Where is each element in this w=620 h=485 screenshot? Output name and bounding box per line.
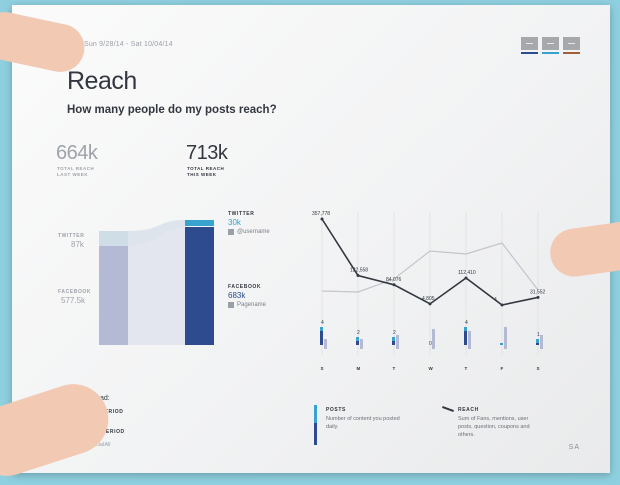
facebook-avatar-icon bbox=[228, 302, 234, 308]
reach-point-2 bbox=[392, 283, 396, 287]
reach-point-0 bbox=[320, 217, 324, 221]
posts-value-label-3: 0 bbox=[429, 341, 432, 347]
posts-bar-top-6 bbox=[536, 339, 539, 343]
reach-point-6 bbox=[536, 295, 540, 299]
page-title: Reach bbox=[67, 67, 137, 95]
facebook-last-value: 577.5k bbox=[61, 296, 86, 305]
reach-value-label-0: 357,778 bbox=[312, 211, 330, 217]
posts-value-label-2: 2 bbox=[393, 330, 396, 336]
reach-value-label-3: 4,805 bbox=[422, 296, 435, 302]
twitter-avatar-icon bbox=[228, 229, 234, 235]
previous-posts-bar-6 bbox=[540, 335, 543, 349]
facebook-this-bar bbox=[185, 227, 214, 345]
posts-bar-2 bbox=[392, 341, 395, 345]
day-label-5: F bbox=[501, 366, 504, 371]
kpi-this-week-value: 713k bbox=[186, 142, 228, 164]
twitter-this-bar bbox=[185, 220, 214, 226]
posts-bar-1 bbox=[356, 341, 359, 345]
facebook-handle: Pagename bbox=[228, 302, 266, 308]
twitter-last-label: TWITTER bbox=[58, 233, 85, 239]
previous-reach-line bbox=[321, 242, 539, 293]
facebook-this-value: 683k bbox=[228, 291, 246, 300]
previous-posts-bar-2 bbox=[396, 335, 399, 349]
posts-legend-swatch bbox=[314, 405, 317, 445]
posts-bar-top-1 bbox=[356, 337, 359, 341]
reach-value-label-6: 31,552 bbox=[530, 289, 546, 295]
previous-posts-bar-4 bbox=[468, 331, 471, 349]
reach-breakdown-graphic bbox=[99, 220, 214, 345]
facebook-flow bbox=[128, 228, 185, 345]
day-label-1: M bbox=[357, 366, 361, 371]
twitter-this-label: TWITTER bbox=[228, 211, 255, 217]
previous-posts-bar-0 bbox=[324, 339, 327, 349]
day-label-6: S bbox=[537, 366, 540, 371]
reach-point-3 bbox=[428, 302, 432, 306]
reach-value-label-4: 112,410 bbox=[458, 270, 476, 276]
previous-posts-bar-1 bbox=[360, 339, 363, 349]
page-question: How many people do my posts reach? bbox=[67, 104, 277, 116]
reach-point-4 bbox=[464, 276, 468, 280]
previous-period-label: PERIOD bbox=[102, 429, 125, 435]
day-label-2: T bbox=[393, 366, 396, 371]
engagement-toggle[interactable] bbox=[563, 37, 580, 54]
posts-value-label-4: 4 bbox=[465, 320, 468, 326]
posts-legend-label: POSTS bbox=[326, 407, 346, 413]
date-range: me - Sun 9/28/14 - Sat 10/04/14 bbox=[67, 41, 173, 48]
posts-value-label-0: 4 bbox=[321, 320, 324, 326]
kpi-this-week-label: TOTAL REACH THIS WEEK bbox=[187, 166, 225, 177]
posts-value-label-6: 1 bbox=[537, 332, 540, 338]
minus-icon bbox=[521, 37, 538, 50]
previous-posts-bar-5 bbox=[504, 327, 507, 349]
posts-value-label-1: 2 bbox=[357, 330, 360, 336]
reach-legend-desc: Sum of Fans, mentions, user posts, quest… bbox=[458, 416, 530, 438]
posts-bar-4 bbox=[464, 331, 467, 345]
minus-icon bbox=[563, 37, 580, 50]
reach-legend-label: REACH bbox=[458, 407, 479, 413]
reach-point-1 bbox=[356, 274, 360, 278]
facebook-this-label: FACEBOOK bbox=[228, 284, 262, 290]
twitter-flow bbox=[128, 220, 185, 246]
posts-bar-top-0 bbox=[320, 327, 323, 331]
twitter-last-value: 87k bbox=[71, 240, 84, 249]
day-label-4: T bbox=[465, 366, 468, 371]
brand-signature: SA bbox=[568, 444, 580, 451]
posts-bar-top-2 bbox=[392, 337, 395, 341]
reach-point-5 bbox=[500, 303, 504, 307]
posts-toggle[interactable] bbox=[521, 37, 538, 54]
twitter-this-value: 30k bbox=[228, 218, 241, 227]
reach-line-chart: 357,778 122,558 84,076 4,805 112,410 4 31,552 4… bbox=[312, 211, 546, 371]
report-sheet: me - Sun 9/28/14 - Sat 10/04/14 Reach Ho… bbox=[12, 5, 610, 473]
reach-value-label-1: 122,558 bbox=[350, 268, 368, 274]
minus-icon bbox=[542, 37, 559, 50]
day-label-3: W bbox=[429, 366, 434, 371]
kpi-last-week-value: 664k bbox=[56, 142, 98, 164]
facebook-last-bar bbox=[99, 246, 128, 345]
view-toggles bbox=[521, 37, 580, 54]
kpi-last-week-label: TOTAL REACH LAST WEEK bbox=[57, 166, 95, 177]
reach-toggle[interactable] bbox=[542, 37, 559, 54]
reach-value-label-5: 4 bbox=[494, 297, 497, 303]
previous-posts-bar-3 bbox=[432, 329, 435, 349]
posts-bar-6 bbox=[536, 343, 539, 345]
twitter-handle: @username bbox=[228, 229, 270, 235]
reach-value-label-2: 84,076 bbox=[386, 277, 402, 283]
posts-bar-0 bbox=[320, 331, 323, 345]
posts-bar-top-4 bbox=[464, 327, 467, 331]
facebook-last-label: FACEBOOK bbox=[58, 289, 92, 295]
posts-bar-top-5 bbox=[500, 343, 503, 345]
day-label-0: S bbox=[321, 366, 324, 371]
posts-legend-desc: Number of content you posted daily. bbox=[326, 416, 400, 430]
twitter-last-bar bbox=[99, 231, 128, 246]
